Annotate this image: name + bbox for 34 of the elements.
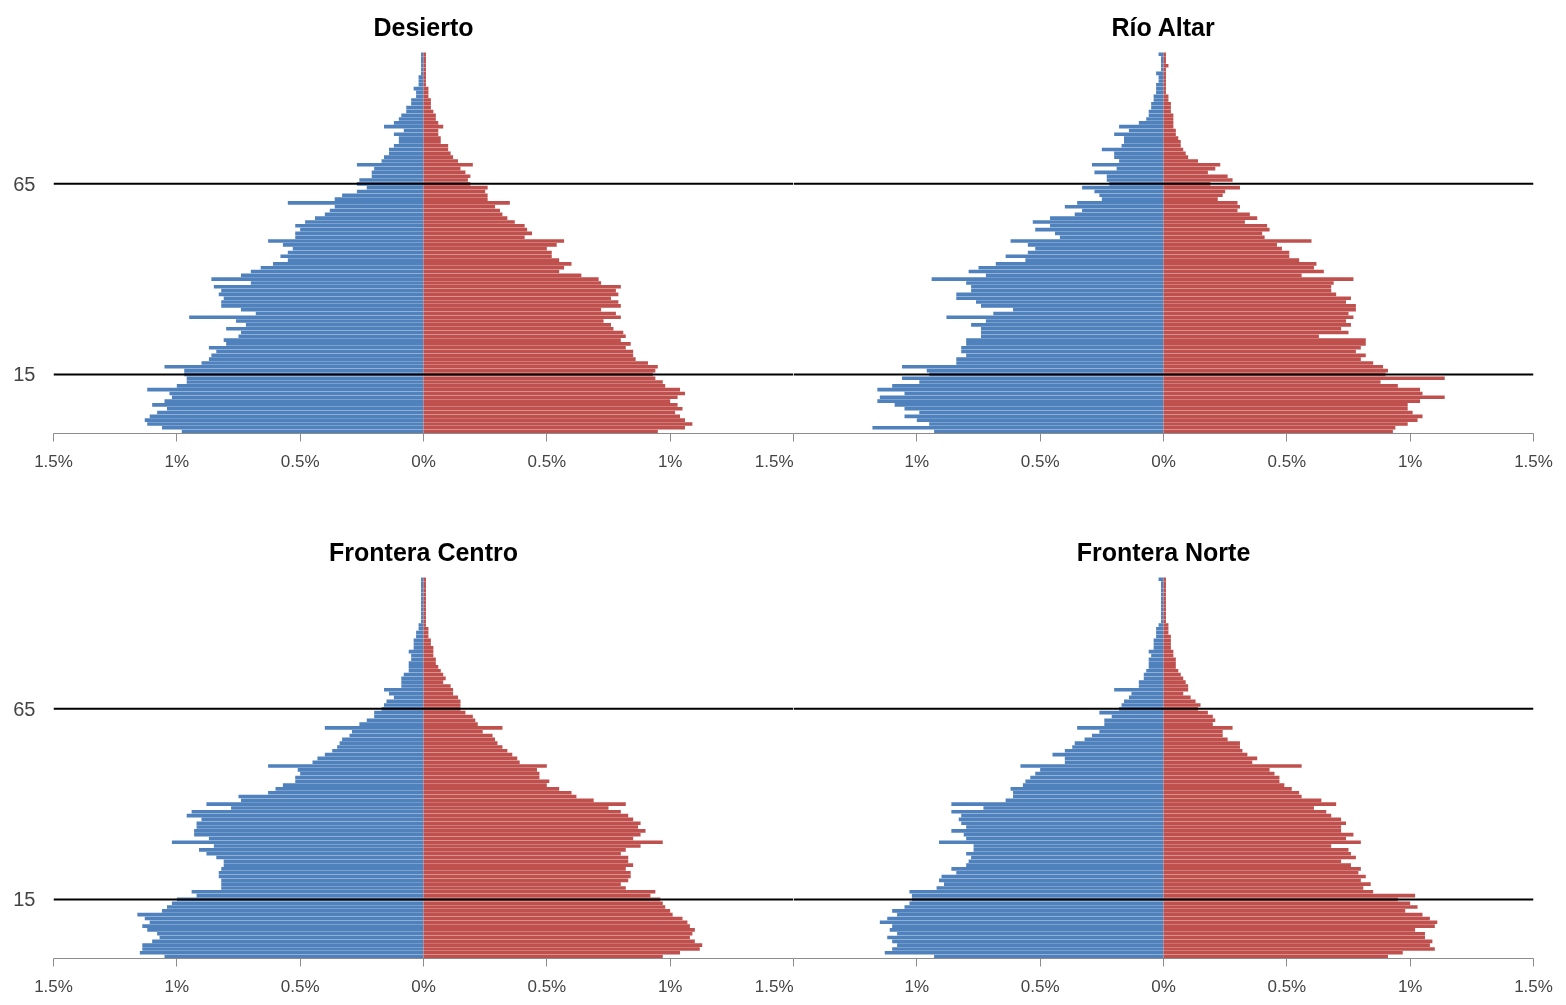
- x-tick-label: 1%: [657, 976, 683, 996]
- y-tick-label: 15: [13, 363, 36, 386]
- x-tick-label: 1%: [904, 976, 930, 996]
- x-tick-label: 0.5%: [280, 976, 320, 996]
- x-tick-label: 1.5%: [1514, 976, 1553, 996]
- x-tick-label: 0%: [411, 976, 436, 996]
- x-tick-label: 0%: [411, 451, 436, 471]
- x-tick-label: 1.5%: [754, 451, 794, 471]
- x-tick-label: 0.5%: [1020, 976, 1060, 996]
- x-tick-label: 1%: [1397, 976, 1423, 996]
- x-tick-label: 0.5%: [280, 451, 320, 471]
- x-tick-label: 1.5%: [34, 451, 73, 471]
- x-tick-label: 1.5%: [754, 976, 794, 996]
- x-tick-label: 1%: [904, 451, 930, 471]
- x-tick-label: 0.5%: [527, 451, 567, 471]
- chart-title: Frontera Centro: [329, 537, 518, 566]
- x-tick-label: 0%: [1151, 451, 1176, 471]
- x-tick-label: 1.5%: [1514, 451, 1553, 471]
- x-tick-label: 0.5%: [1267, 976, 1307, 996]
- x-tick-label: 1%: [164, 451, 190, 471]
- x-tick-label: 1%: [657, 451, 683, 471]
- chart-title: Río Altar: [1111, 12, 1215, 41]
- chart-title: Frontera Norte: [1076, 537, 1251, 566]
- y-tick-label: 65: [13, 172, 36, 195]
- x-tick-label: 1%: [164, 976, 190, 996]
- x-tick-label: 0%: [1151, 976, 1176, 996]
- x-tick-label: 0.5%: [1020, 451, 1060, 471]
- y-tick-label: 65: [13, 697, 36, 720]
- y-tick-label: 15: [13, 888, 36, 911]
- x-tick-label: 1%: [1397, 451, 1423, 471]
- x-tick-label: 1.5%: [34, 976, 73, 996]
- x-tick-label: 0.5%: [1267, 451, 1307, 471]
- x-tick-label: 0.5%: [527, 976, 567, 996]
- chart-title: Desierto: [373, 12, 474, 41]
